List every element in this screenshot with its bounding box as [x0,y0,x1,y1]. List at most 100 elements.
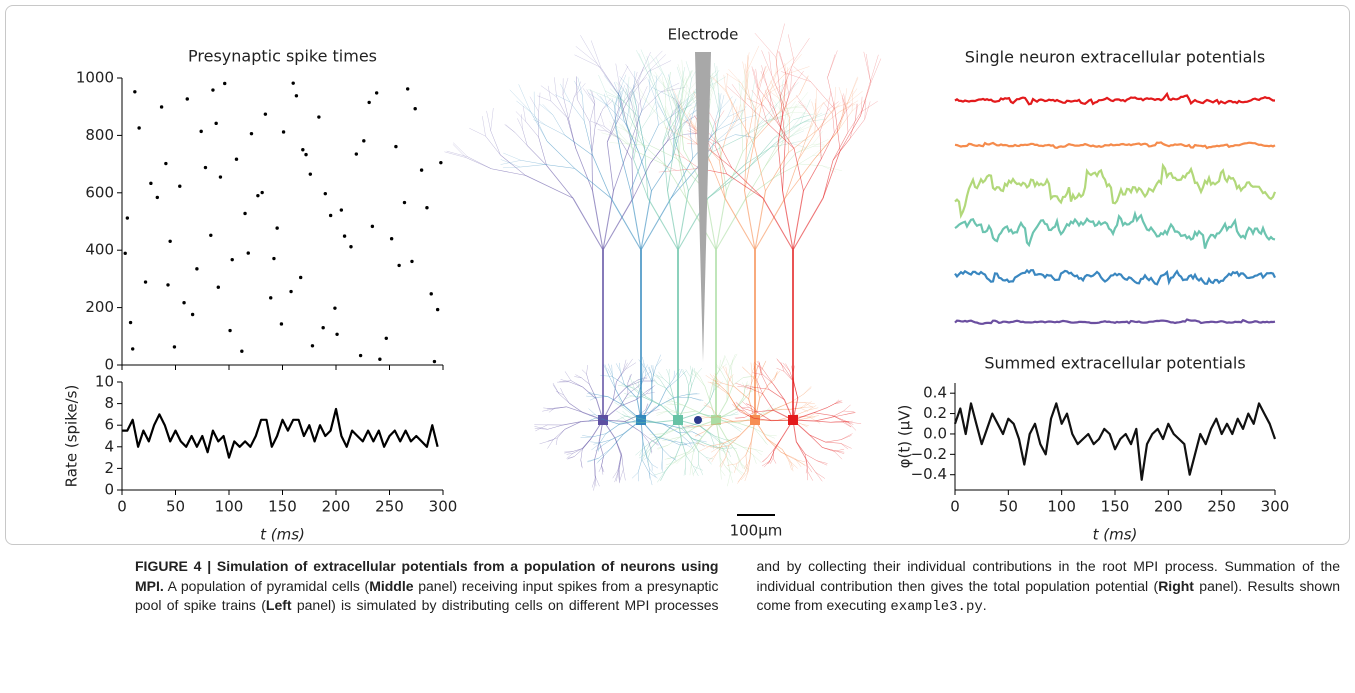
dendrite [664,406,671,410]
dendrite [575,374,582,378]
dendrite [660,471,666,481]
dendrite [781,71,811,82]
spike [149,181,153,186]
dendrite [775,23,785,58]
dendrite [590,89,596,103]
spike [281,130,286,134]
dendrite [638,117,645,150]
dendrite [596,396,608,398]
dendrite [788,128,820,153]
dendrite [587,458,599,463]
dendrite [632,91,638,109]
dendrite [770,80,779,98]
dendrite [761,460,770,467]
dendrite [759,362,762,375]
dendrite [687,135,698,145]
spike [294,94,299,98]
dendrite [582,88,595,105]
dendrite [553,406,567,410]
dendrite [753,455,757,464]
dendrite [770,105,779,125]
dendrite [539,104,554,116]
dendrite [452,144,467,158]
dendrite [710,112,718,138]
spike [419,168,424,172]
dendrite [706,457,714,460]
x-tick-label: 300 [1261,498,1290,516]
dendrite [612,132,629,145]
dendrite [693,466,699,477]
dendrite [772,383,785,400]
dendrite [677,100,679,120]
dendrite [735,398,745,410]
dendrite [766,434,775,439]
dendrite [596,456,604,464]
dendrite [641,375,646,385]
dendrite [675,99,682,129]
spike [279,322,284,326]
dendrite [742,382,746,389]
dendrite [564,421,582,430]
y-tick-label: −0.2 [911,445,947,463]
spike [374,91,379,95]
dendrite [758,93,768,124]
dendrite [634,387,647,398]
dendrite [509,89,531,112]
dendrite [755,82,760,110]
chart-title: Summed extracellular potentials [984,354,1245,373]
dendrite [766,438,783,450]
dendrite [704,424,715,432]
dendrite [808,109,816,134]
dendrite [629,108,638,132]
dendrite [798,155,813,165]
dendrite [621,454,624,470]
dendrite [782,89,791,114]
dendrite [806,413,815,419]
dendrite [740,80,744,99]
dendrite [608,375,616,389]
dendrite [612,386,628,401]
dendrite [649,468,657,477]
spike [397,263,401,268]
dendrite [586,89,595,105]
dendrite [838,87,845,105]
dendrite [707,163,746,199]
dendrite [783,97,790,119]
dendrite [574,54,601,68]
dendrite [594,108,604,127]
dendrite [751,371,756,385]
dendrite [641,91,662,112]
dendrite [783,74,787,106]
dendrite [574,168,612,199]
dendrite [538,136,547,166]
soma [711,415,721,425]
y-tick-label: 800 [85,126,114,144]
dendrite [591,476,596,488]
dendrite [755,365,758,378]
dendrite [744,410,754,419]
dendrite [832,132,849,161]
dendrite [646,456,653,465]
dendrite [624,395,632,400]
dendrite [710,434,720,443]
dendrite [664,127,680,136]
dendrite [785,363,790,372]
spike [131,347,135,351]
dendrite [805,458,816,473]
dendrite [629,98,636,112]
dendrite [646,101,665,125]
y-tick-label: 400 [85,241,114,259]
dendrite [743,447,755,450]
dendrite [783,371,794,382]
dendrite [664,456,676,460]
dendrite [711,454,717,463]
dendrite [564,135,593,156]
dendrite [610,433,624,441]
dendrite [594,475,597,487]
dendrite [683,70,692,89]
dendrite [572,197,604,251]
dendrite [779,108,782,138]
dendrite [546,140,575,169]
dendrite [599,439,612,444]
dendrite [742,366,749,373]
